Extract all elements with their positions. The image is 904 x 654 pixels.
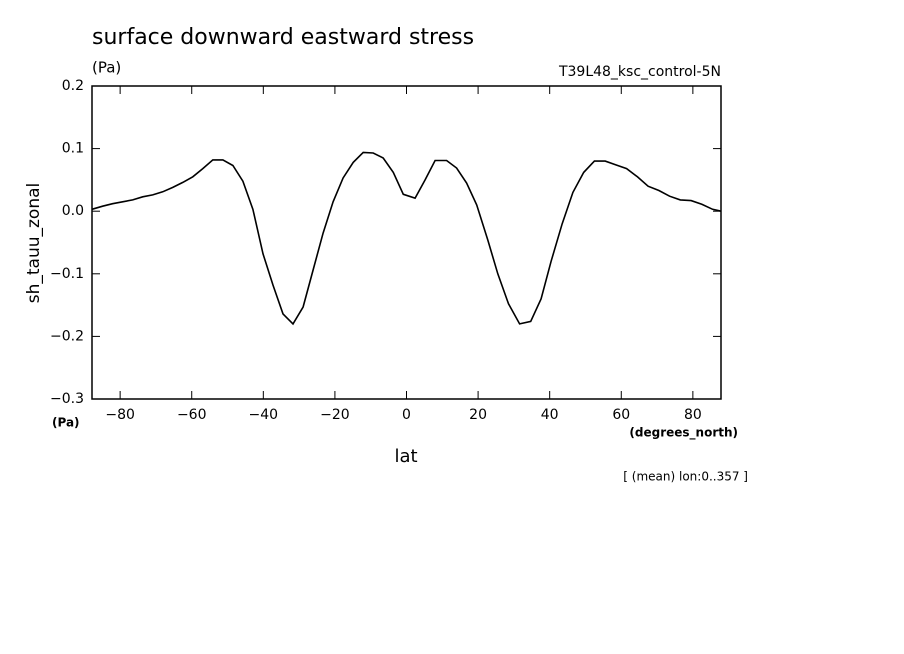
chart-subtitle: (Pa) — [92, 59, 121, 77]
x-tick-label: 40 — [541, 407, 559, 423]
annotation: [ (mean) lon:0..357 ] — [623, 470, 748, 484]
y-tick-label: −0.3 — [50, 391, 84, 407]
y-tick-label: −0.1 — [50, 266, 84, 282]
x-tick-label: −20 — [320, 407, 350, 423]
data-line — [91, 151, 722, 326]
x-tick-label: −80 — [105, 407, 135, 423]
x-axis-label: lat — [394, 446, 417, 467]
y-tick-label: 0.0 — [62, 203, 84, 219]
y-tick-label: −0.2 — [50, 328, 84, 344]
run-label: T39L48_ksc_control-5N — [558, 64, 721, 80]
y-tick-label: 0.1 — [62, 141, 84, 157]
y-tick-label: 0.2 — [62, 78, 84, 94]
x-tick-label: −60 — [177, 407, 207, 423]
x-tick-label: −40 — [249, 407, 279, 423]
x-tick-label: 20 — [469, 407, 487, 423]
chart-title: surface downward eastward stress — [92, 25, 474, 50]
y-axis-label: sh_tauu_zonal — [24, 183, 44, 304]
plot-frame — [91, 85, 722, 400]
x-tick-label: 0 — [402, 407, 411, 423]
x-tick-label: 80 — [684, 407, 702, 423]
x-unit: (degrees_north) — [629, 426, 738, 441]
y-unit: (Pa) — [52, 416, 80, 430]
x-tick-label: 60 — [612, 407, 630, 423]
